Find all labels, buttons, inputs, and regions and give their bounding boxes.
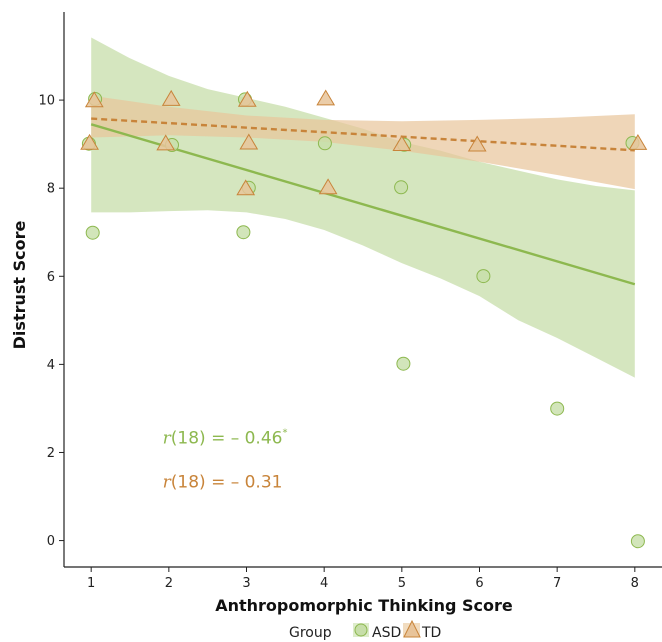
x-tick-label: 1 — [87, 576, 95, 591]
x-tick-label: 7 — [553, 576, 561, 591]
confidence-band-asd — [91, 37, 635, 378]
fit-line-td — [91, 117, 635, 152]
x-tick-label: 2 — [165, 576, 173, 591]
x-tick-label: 5 — [398, 576, 406, 591]
x-tick-label: 8 — [631, 576, 639, 591]
point-td — [392, 135, 412, 151]
point-td — [467, 135, 487, 152]
y-axis-title: Distrust Score — [10, 221, 29, 350]
point-td — [161, 89, 181, 106]
point-asd — [236, 225, 251, 240]
correlation-annotations: r(18) = – 0.46* r(18) = – 0.31 — [163, 428, 288, 493]
y-tick-label: 8 — [47, 182, 55, 197]
fit-line-asd — [90, 123, 636, 286]
x-axis-title: Anthropomorphic Thinking Score — [215, 596, 513, 615]
legend-label-td: TD — [421, 625, 441, 641]
point-td — [236, 179, 256, 196]
legend-label-asd: ASD — [372, 625, 401, 641]
data-points — [80, 89, 648, 549]
y-tick-label: 0 — [47, 534, 55, 549]
confidence-band-td — [91, 95, 635, 190]
point-td — [237, 90, 257, 107]
point-asd — [476, 269, 491, 284]
point-asd — [630, 534, 645, 549]
y-tick-label: 4 — [47, 358, 55, 373]
legend-key-td — [403, 619, 421, 638]
point-td — [80, 133, 99, 150]
x-tick-label: 6 — [475, 576, 483, 591]
point-td — [628, 134, 648, 150]
y-tick-label: 6 — [47, 270, 55, 285]
y-tick-label: 2 — [47, 446, 55, 461]
point-asd — [550, 401, 565, 416]
x-tick-label: 3 — [242, 576, 250, 591]
y-tick-label: 10 — [38, 94, 55, 109]
point-asd — [394, 180, 409, 195]
point-asd — [317, 136, 332, 151]
point-asd — [85, 225, 100, 240]
axes: 1 2 3 4 5 6 7 8 0 2 4 6 8 10 — [38, 12, 662, 591]
point-td — [318, 178, 338, 195]
correlation-annotation-1: r(18) = – 0.46* — [163, 428, 288, 449]
correlation-annotation-2: r(18) = – 0.31 — [163, 473, 283, 493]
legend: Group ASD TD — [289, 619, 441, 641]
legend-title: Group — [289, 625, 332, 641]
point-td — [84, 91, 104, 108]
point-asd — [396, 356, 411, 371]
point-td — [239, 133, 259, 150]
confidence-bands — [91, 37, 635, 378]
point-td — [316, 89, 336, 106]
x-tick-label: 4 — [320, 576, 328, 591]
legend-key-asd — [354, 623, 368, 637]
point-td — [156, 134, 176, 151]
fit-lines — [90, 117, 636, 286]
